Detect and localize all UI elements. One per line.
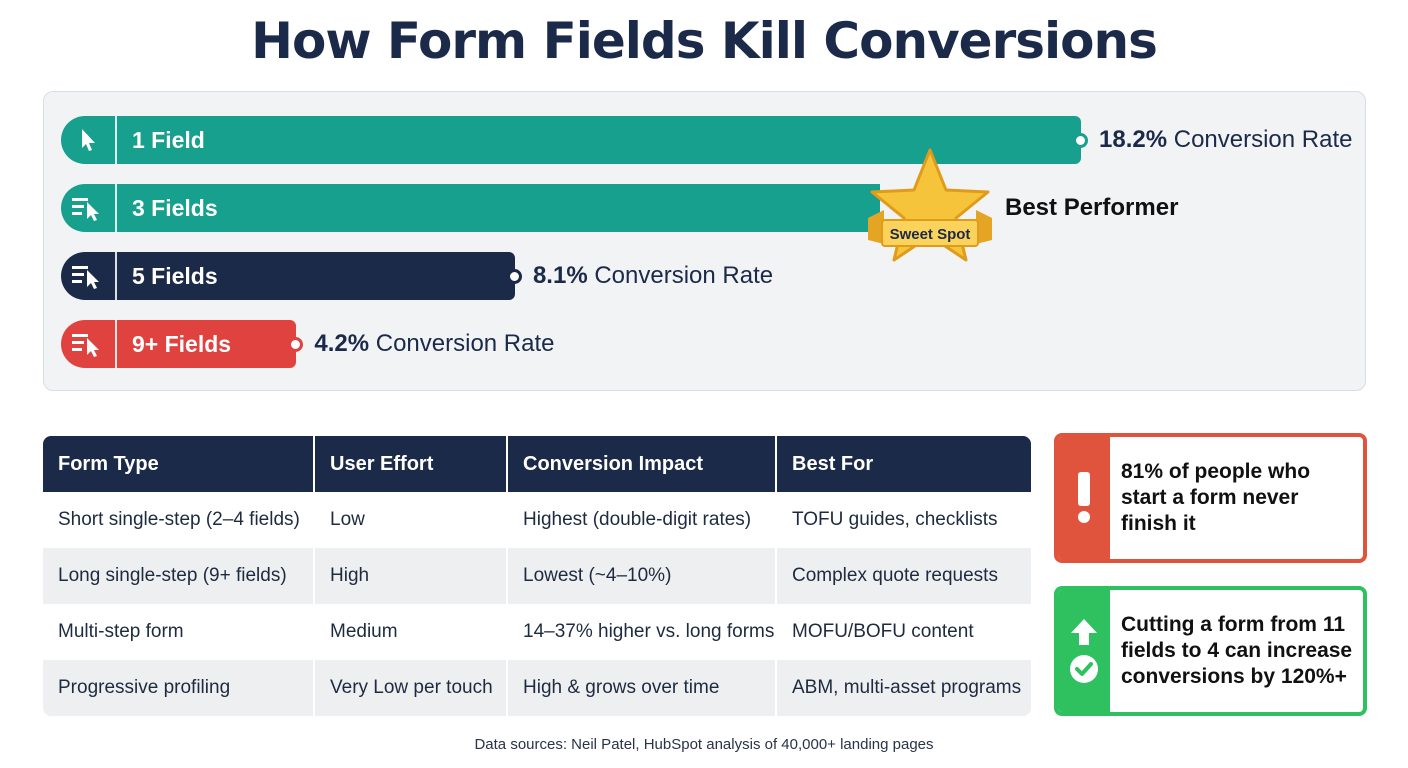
form-list-icon	[61, 184, 117, 232]
page-title: How Form Fields Kill Conversions	[251, 12, 1158, 70]
data-source-note: Data sources: Neil Patel, HubSpot analys…	[474, 736, 934, 753]
table-cell: Lowest (~4–10%)	[508, 548, 777, 604]
table-cell: Progressive profiling	[43, 660, 315, 716]
table-row: Multi-step form Medium 14–37% higher vs.…	[43, 604, 1031, 660]
table-cell: ABM, multi-asset programs	[777, 660, 1031, 716]
table-header-row: Form Type User Effort Conversion Impact …	[43, 436, 1031, 492]
form-types-table: Form Type User Effort Conversion Impact …	[43, 436, 1031, 716]
table-cell: Very Low per touch	[315, 660, 508, 716]
bar-5-fields: 5 Fields	[61, 252, 522, 300]
table-cell: TOFU guides, checklists	[777, 492, 1031, 548]
abandonment-text: 81% of people who start a form never fin…	[1121, 460, 1311, 535]
table-cell: High	[315, 548, 508, 604]
bar-category-label: 9+ Fields	[132, 330, 232, 357]
table-cell: Low	[315, 492, 508, 548]
bar-end-dot	[1073, 132, 1088, 148]
sweet-spot-text: Sweet Spot	[890, 226, 971, 243]
table-cell: Highest (double-digit rates)	[508, 492, 777, 548]
table-cell: Multi-step form	[43, 604, 315, 660]
form-list-icon	[61, 320, 117, 368]
bar-value-label: 18.2% Conversion Rate	[1099, 126, 1353, 153]
bar-category-label: 5 Fields	[132, 262, 218, 289]
table-cell: Complex quote requests	[777, 548, 1031, 604]
col-form-type: Form Type	[43, 436, 315, 492]
table-row: Short single-step (2–4 fields) Low Highe…	[43, 492, 1031, 548]
bar-value-label: 4.2% Conversion Rate	[314, 330, 555, 357]
col-user-effort: User Effort	[315, 436, 508, 492]
bar-value-label: 8.1% Conversion Rate	[532, 262, 774, 289]
col-best-for: Best For	[777, 436, 1031, 492]
bar-1-field: 1 Field	[61, 116, 1088, 164]
exclamation-icon	[1058, 437, 1110, 559]
bar-category-label: 1 Field	[132, 126, 205, 153]
table-cell: MOFU/BOFU content	[777, 604, 1031, 660]
table-row: Long single-step (9+ fields) High Lowest…	[43, 548, 1031, 604]
col-conversion-impact: Conversion Impact	[508, 436, 777, 492]
reduction-text: Cutting a form from 11 fields to 4 can i…	[1121, 613, 1353, 688]
reduction-callout: Cutting a form from 11 fields to 4 can i…	[1054, 586, 1367, 716]
table-cell: Medium	[315, 604, 508, 660]
bar-end-dot	[506, 268, 522, 284]
table-cell: Short single-step (2–4 fields)	[43, 492, 315, 548]
pointer-icon	[61, 116, 117, 164]
check-circle-icon	[1070, 655, 1098, 683]
table-cell: High & grows over time	[508, 660, 777, 716]
table-cell: 14–37% higher vs. long forms	[508, 604, 777, 660]
bar-category-label: 3 Fields	[132, 194, 218, 221]
abandonment-callout: 81% of people who start a form never fin…	[1054, 433, 1367, 563]
best-performer-label: Best Performer	[1005, 194, 1179, 221]
table-cell: Long single-step (9+ fields)	[43, 548, 315, 604]
table-row: Progressive profiling Very Low per touch…	[43, 660, 1031, 716]
arrow-up-icon	[1071, 619, 1097, 645]
sweet-spot-badge: Sweet Spot	[868, 148, 992, 262]
form-list-icon	[61, 252, 117, 300]
bar-9-fields: 9+ Fields	[61, 320, 304, 368]
bar-3-fields: 3 Fields	[61, 184, 880, 232]
bar-end-dot	[288, 336, 304, 352]
